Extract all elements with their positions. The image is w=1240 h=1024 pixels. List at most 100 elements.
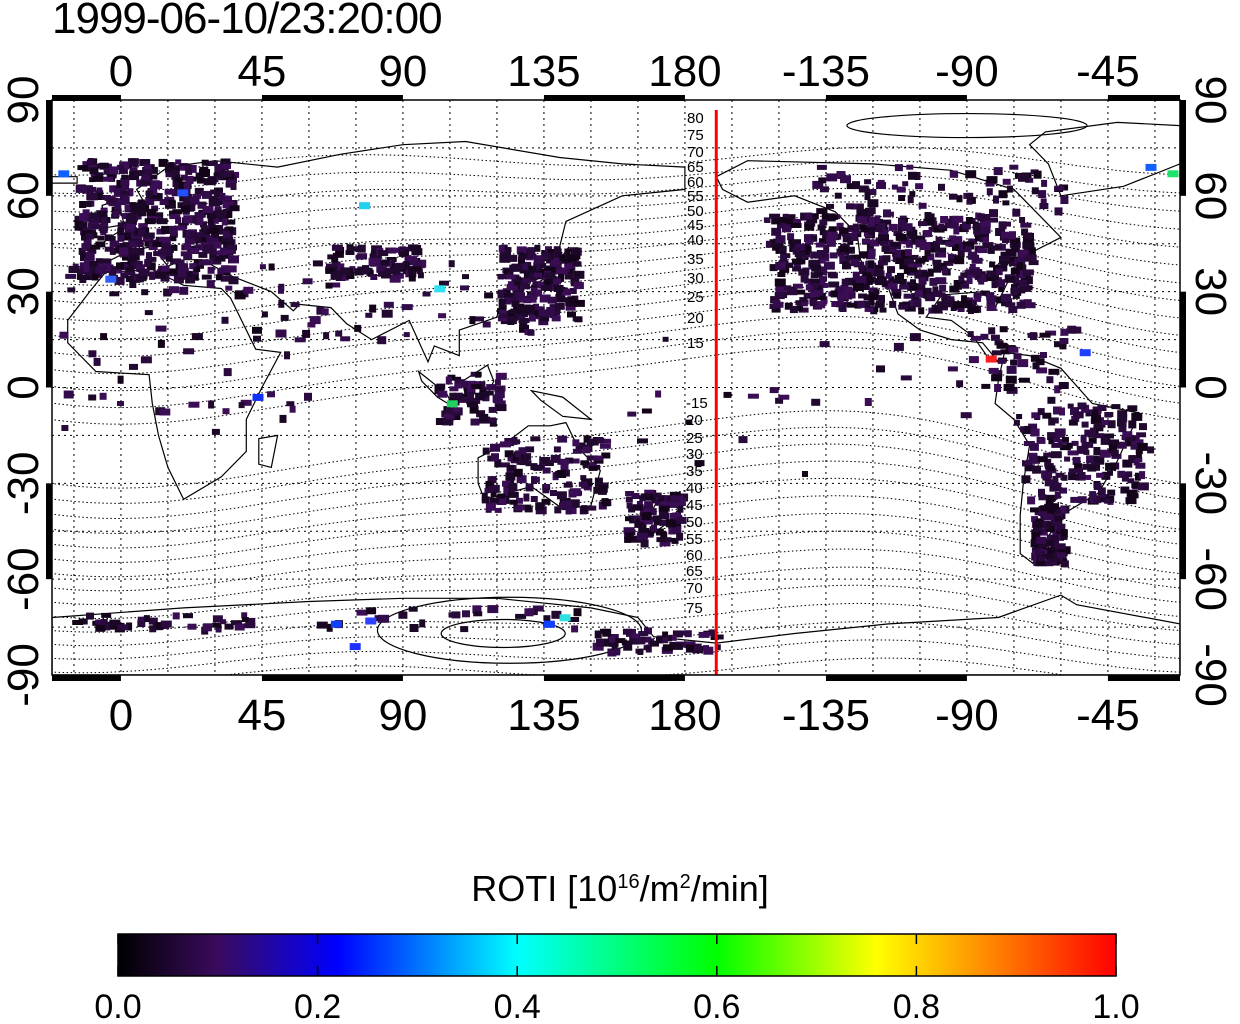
roti-pixel — [412, 262, 423, 269]
roti-pixel — [890, 244, 901, 250]
roti-pixel-high — [1079, 349, 1091, 357]
roti-pixel — [609, 636, 616, 643]
roti-pixel — [489, 497, 499, 504]
roti-pixel — [1050, 451, 1062, 459]
roti-pixel — [449, 392, 457, 398]
roti-pixel — [830, 290, 838, 298]
roti-pixel — [1044, 525, 1051, 530]
roti-pixel — [535, 502, 545, 511]
bottom-axis-bar — [52, 675, 121, 681]
roti-pixel — [1012, 208, 1021, 217]
roti-pixel — [1001, 293, 1011, 302]
roti-pixel — [989, 261, 996, 268]
roti-pixel — [502, 255, 509, 261]
roti-pixel — [215, 209, 227, 218]
roti-pixel — [180, 174, 188, 181]
roti-pixel — [775, 397, 784, 404]
roti-pixel — [1131, 412, 1143, 421]
roti-pixel — [85, 251, 95, 260]
right-lat-tick-label: 30 — [1186, 267, 1235, 316]
roti-pixel — [810, 278, 820, 285]
roti-pixel — [939, 284, 947, 292]
roti-pixel — [129, 171, 138, 177]
roti-pixel — [117, 375, 124, 384]
roti-pixel — [1035, 358, 1045, 366]
roti-pixel — [1044, 458, 1052, 467]
roti-pixel — [177, 202, 186, 209]
roti-pixel — [127, 188, 134, 197]
roti-pixel — [454, 383, 463, 389]
roti-pixel — [1017, 359, 1029, 368]
roti-pixel — [850, 259, 860, 267]
roti-pixel — [1036, 367, 1048, 374]
roti-pixel — [217, 268, 225, 276]
roti-pixel — [1030, 354, 1040, 362]
roti-pixel — [244, 623, 256, 629]
roti-pixel — [87, 248, 97, 254]
roti-pixel — [422, 291, 431, 297]
roti-pixel — [1024, 465, 1033, 472]
roti-pixel — [924, 248, 931, 257]
roti-pixel — [957, 251, 965, 257]
roti-pixel — [944, 301, 953, 308]
roti-pixel — [129, 167, 138, 175]
roti-pixel — [499, 250, 508, 256]
roti-pixel — [952, 244, 961, 251]
roti-pixel — [1097, 457, 1104, 464]
roti-pixel — [106, 197, 118, 205]
contour-label: 30 — [687, 270, 704, 287]
roti-pixel — [183, 613, 193, 619]
roti-pixel — [542, 488, 550, 494]
roti-pixel — [1128, 420, 1137, 429]
roti-pixel — [868, 207, 876, 215]
roti-pixel — [1094, 421, 1106, 428]
roti-pixel — [819, 186, 829, 193]
roti-pixel — [202, 244, 214, 253]
roti-pixel — [149, 192, 160, 199]
roti-pixel — [90, 212, 99, 219]
roti-pixel — [523, 270, 530, 279]
contour-label: 30 — [686, 446, 703, 463]
roti-pixel — [708, 629, 717, 636]
roti-pixel — [864, 179, 872, 185]
roti-pixel — [815, 242, 825, 248]
magnetic-contour — [52, 548, 1180, 606]
roti-pixel — [1047, 432, 1056, 438]
roti-pixel — [518, 447, 527, 455]
roti-pixel — [1049, 503, 1060, 511]
roti-pixel — [887, 266, 895, 274]
roti-pixel — [354, 268, 364, 276]
roti-pixel — [479, 392, 490, 397]
roti-pixel — [566, 268, 574, 277]
roti-pixel — [772, 242, 780, 251]
roti-pixel — [635, 648, 644, 654]
roti-pixel — [137, 620, 146, 628]
roti-pixel — [389, 274, 401, 283]
roti-pixel — [160, 620, 172, 628]
roti-pixel — [330, 271, 341, 280]
magnetic-contour — [52, 477, 1180, 549]
roti-pixel — [973, 272, 980, 279]
roti-pixel — [575, 442, 586, 451]
roti-pixel — [662, 336, 669, 342]
roti-pixel — [973, 292, 982, 298]
roti-pixel — [410, 245, 422, 251]
roti-pixel — [78, 247, 86, 255]
roti-pixel — [563, 482, 573, 488]
roti-pixel — [462, 274, 469, 280]
roti-pixel — [1120, 486, 1130, 494]
roti-pixel — [365, 312, 373, 318]
roti-pixel — [1054, 491, 1061, 499]
roti-pixel — [586, 455, 598, 461]
roti-pixel — [133, 212, 142, 220]
roti-pixel — [1024, 269, 1034, 276]
roti-pixel — [89, 265, 96, 274]
roti-pixel — [240, 399, 252, 406]
roti-pixel — [1026, 247, 1036, 256]
roti-pixel — [1038, 488, 1045, 497]
roti-pixel — [278, 299, 285, 308]
roti-pixel — [148, 256, 157, 262]
roti-pixel — [113, 186, 124, 193]
roti-pixel — [828, 281, 840, 288]
roti-pixel — [387, 247, 399, 253]
